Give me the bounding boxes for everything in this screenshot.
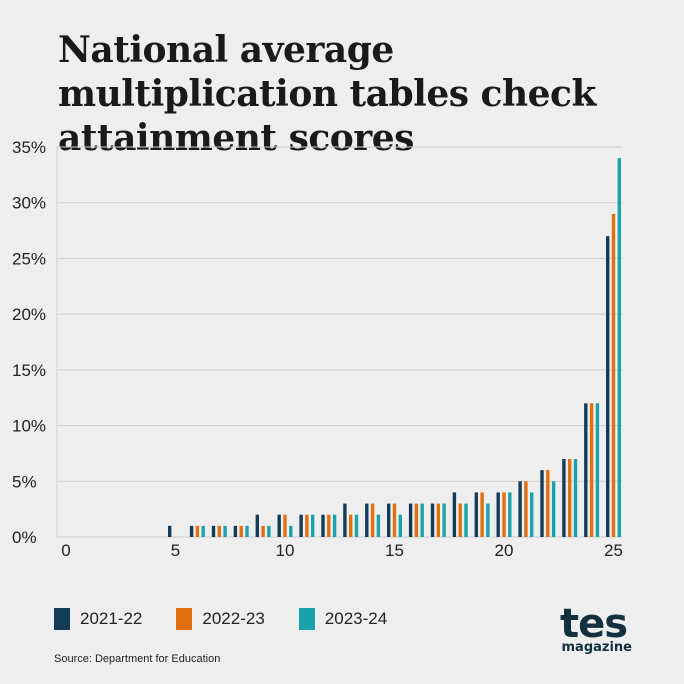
bar-2023-24-score-11 (311, 514, 315, 537)
bar-2022-23-score-23 (568, 459, 572, 537)
bar-2022-23-score-18 (458, 503, 462, 537)
bar-2022-23-score-11 (305, 514, 309, 537)
x-tick-label: 5 (171, 541, 180, 560)
bar-2021-22-score-13 (343, 503, 347, 537)
legend-label: 2021-22 (80, 609, 143, 628)
bar-2021-22-score-5 (168, 525, 172, 537)
bar-2021-22-score-18 (452, 492, 457, 537)
bars (168, 158, 621, 537)
source-note: Source: Department for Education (54, 653, 221, 665)
bar-2021-22-score-23 (562, 459, 566, 537)
y-tick-label: 15% (12, 361, 46, 380)
bar-2022-23-score-17 (436, 503, 440, 537)
bar-2023-24-score-10 (289, 525, 293, 537)
bar-2023-24-score-20 (508, 492, 512, 537)
bar-2021-22-score-6 (189, 525, 194, 537)
y-tick-labels: 0% 5% 10% 15% 20% 25% 30% 35% (12, 138, 46, 547)
bar-2023-24-score-14 (376, 514, 381, 537)
logo-wordmark: tes (560, 601, 628, 647)
x-tick-labels: 0 5 10 15 20 25 (61, 541, 623, 560)
bar-2021-22-score-22 (540, 470, 544, 537)
bar-2021-22-score-8 (233, 525, 238, 537)
legend: 2021-22 2022-23 2023-24 (54, 608, 387, 630)
legend-swatch (54, 608, 70, 630)
bar-2022-23-score-15 (392, 503, 397, 537)
bar-2021-22-score-15 (387, 503, 391, 537)
bar-2021-22-score-10 (277, 514, 281, 537)
bar-2022-23-score-19 (480, 492, 484, 537)
legend-swatch (298, 608, 315, 630)
bar-2023-24-score-9 (267, 525, 271, 537)
x-tick-label: 15 (385, 541, 404, 560)
bar-2023-24-score-7 (223, 525, 227, 537)
legend-item-2021-22: 2021-22 (54, 608, 142, 630)
bar-2023-24-score-16 (420, 503, 424, 537)
gridlines (56, 146, 622, 538)
bar-2023-24-score-15 (398, 514, 402, 537)
bar-2023-24-score-18 (464, 503, 468, 537)
y-tick-label: 25% (12, 249, 46, 268)
bar-2022-23-score-9 (261, 525, 265, 537)
bar-2023-24-score-6 (201, 525, 205, 537)
y-tick-label: 30% (12, 194, 46, 213)
y-tick-label: 5% (12, 472, 37, 491)
bar-2021-22-score-11 (299, 514, 303, 537)
legend-item-2022-23: 2022-23 (176, 608, 265, 630)
bar-2023-24-score-24 (595, 403, 600, 537)
y-tick-label: 35% (12, 138, 46, 157)
bar-2022-23-score-25 (611, 213, 616, 537)
bar-2023-24-score-12 (332, 514, 337, 537)
legend-swatch (176, 608, 193, 630)
bar-2022-23-score-14 (370, 503, 375, 537)
bar-2022-23-score-21 (524, 481, 528, 537)
y-tick-label: 0% (12, 528, 37, 547)
bar-2023-24-score-21 (530, 492, 534, 537)
bar-2023-24-score-25 (617, 158, 621, 537)
bar-2023-24-score-22 (551, 481, 556, 537)
bar-2023-24-score-17 (442, 503, 446, 537)
legend-label: 2023-24 (324, 609, 388, 628)
x-tick-label: 0 (61, 541, 70, 560)
bar-2022-23-score-10 (283, 514, 287, 537)
bar-2023-24-score-13 (354, 514, 359, 537)
bar-2021-22-score-20 (496, 492, 500, 537)
x-tick-label: 10 (276, 541, 295, 560)
bar-2021-22-score-16 (408, 503, 413, 537)
bar-2021-22-score-9 (255, 514, 259, 537)
bar-2021-22-score-24 (584, 403, 588, 537)
tes-magazine-logo: tes magazine (560, 604, 632, 655)
bar-2021-22-score-7 (211, 525, 216, 537)
bar-2023-24-score-23 (573, 459, 578, 537)
legend-label: 2022-23 (202, 609, 265, 628)
bar-2021-22-score-25 (606, 236, 610, 537)
bar-2021-22-score-19 (474, 492, 478, 537)
bar-2021-22-score-21 (518, 481, 522, 537)
bar-2021-22-score-14 (365, 503, 369, 537)
x-tick-label: 20 (495, 541, 514, 560)
bar-2023-24-score-8 (245, 525, 249, 537)
bar-2022-23-score-13 (349, 514, 353, 537)
bar-2022-23-score-22 (546, 470, 550, 537)
chart-title: National average multiplication tables c… (58, 29, 596, 159)
legend-item-2023-24: 2023-24 (298, 608, 388, 630)
bar-2022-23-score-20 (502, 492, 506, 537)
bar-2022-23-score-7 (217, 525, 221, 537)
bar-2022-23-score-6 (195, 525, 200, 537)
bar-2022-23-score-24 (589, 403, 594, 537)
bar-2022-23-score-12 (327, 514, 331, 537)
bar-2021-22-score-17 (430, 503, 435, 537)
logo-subtitle: magazine (561, 640, 633, 655)
bar-chart: 0% 5% 10% 15% 20% 25% 30% 35% 0 5 10 15 20 25 (12, 138, 623, 560)
y-tick-label: 20% (12, 305, 46, 324)
bar-2022-23-score-8 (239, 525, 243, 537)
bar-2021-22-score-12 (321, 514, 325, 537)
bar-2022-23-score-16 (414, 503, 419, 537)
bar-2023-24-score-19 (486, 503, 490, 537)
y-tick-label: 10% (12, 417, 46, 436)
x-tick-label: 25 (604, 541, 623, 560)
